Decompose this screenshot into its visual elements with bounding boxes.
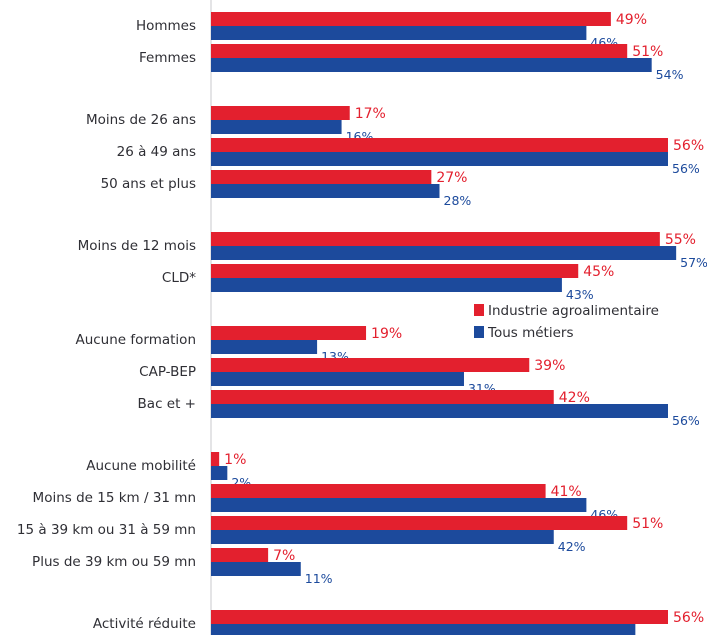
legend-swatch-industrie xyxy=(474,304,484,316)
data-label: 55% xyxy=(665,232,696,248)
category-label: Moins de 26 ans xyxy=(86,112,196,128)
bar-industrie xyxy=(211,326,366,340)
bar-industrie xyxy=(211,516,627,530)
bar-industrie xyxy=(211,106,350,120)
category-label: 26 à 49 ans xyxy=(117,144,196,160)
bar-tous-metiers xyxy=(211,372,464,386)
category-label: CAP-BEP xyxy=(139,364,196,380)
bar-tous-metiers xyxy=(211,278,562,292)
category-label: Femmes xyxy=(139,50,196,66)
data-label: 56% xyxy=(672,413,700,428)
bar-industrie xyxy=(211,232,660,246)
data-label: 28% xyxy=(444,193,472,208)
legend-label-industrie: Industrie agroalimentaire xyxy=(488,303,659,319)
category-label: Aucune mobilité xyxy=(86,458,196,474)
data-label: 42% xyxy=(559,390,590,406)
data-label: 51% xyxy=(632,516,663,532)
data-label: 17% xyxy=(355,106,386,122)
data-label: 49% xyxy=(616,12,647,28)
bar-tous-metiers xyxy=(211,152,668,166)
bar-industrie xyxy=(211,484,546,498)
data-label: 51% xyxy=(632,44,663,60)
data-label: 42% xyxy=(558,539,586,554)
data-label: 45% xyxy=(583,264,614,280)
category-label: Moins de 15 km / 31 mn xyxy=(33,490,196,506)
category-label: CLD* xyxy=(162,270,196,286)
bar-tous-metiers xyxy=(211,498,586,512)
category-label: Bac et + xyxy=(138,396,196,412)
bar-tous-metiers xyxy=(211,58,652,72)
data-label: 56% xyxy=(673,610,704,626)
category-label: Hommes xyxy=(136,18,196,34)
data-label: 27% xyxy=(436,170,467,186)
category-label: Plus de 39 km ou 59 mn xyxy=(32,554,196,570)
data-label: 56% xyxy=(672,161,700,176)
data-label: 7% xyxy=(273,548,295,564)
bar-industrie xyxy=(211,390,554,404)
bar-industrie xyxy=(211,452,219,466)
data-label: 11% xyxy=(305,571,333,586)
bar-industrie xyxy=(211,264,578,278)
bar-tous-metiers xyxy=(211,340,317,354)
category-label: Aucune formation xyxy=(75,332,196,348)
bar-industrie xyxy=(211,358,529,372)
bar-industrie xyxy=(211,44,627,58)
bar-tous-metiers xyxy=(211,562,301,576)
bar-industrie xyxy=(211,170,431,184)
data-label: 19% xyxy=(371,326,402,342)
data-label: 1% xyxy=(224,452,246,468)
bar-industrie xyxy=(211,610,668,624)
bar-industrie xyxy=(211,138,668,152)
bar-tous-metiers xyxy=(211,530,554,544)
bar-tous-metiers xyxy=(211,466,227,480)
data-label: 57% xyxy=(680,255,707,270)
bar-tous-metiers xyxy=(211,246,676,260)
category-label: Activité réduite xyxy=(93,616,196,632)
category-label: 15 à 39 km ou 31 à 59 mn xyxy=(17,522,196,538)
chart-marks: Hommes 49%46%Femmes 51%54%Moins de 26 ans 1… xyxy=(17,12,707,635)
bar-tous-metiers xyxy=(211,624,635,635)
category-label: 50 ans et plus xyxy=(101,176,196,192)
bar-tous-metiers xyxy=(211,120,342,134)
bar-tous-metiers xyxy=(211,184,440,198)
data-label: 56% xyxy=(673,138,704,154)
data-label: 39% xyxy=(534,358,565,374)
legend-swatch-tous-metiers xyxy=(474,326,484,338)
bar-tous-metiers xyxy=(211,404,668,418)
data-label: 54% xyxy=(656,67,684,82)
legend-label-tous-metiers: Tous métiers xyxy=(487,325,573,341)
legend: Industrie agroalimentaire Tous métiers xyxy=(474,303,659,341)
data-label: 43% xyxy=(566,287,594,302)
bar-tous-metiers xyxy=(211,26,586,40)
bar-industrie xyxy=(211,548,268,562)
bar-industrie xyxy=(211,12,611,26)
category-label: Moins de 12 mois xyxy=(78,238,196,254)
data-label: 41% xyxy=(551,484,582,500)
